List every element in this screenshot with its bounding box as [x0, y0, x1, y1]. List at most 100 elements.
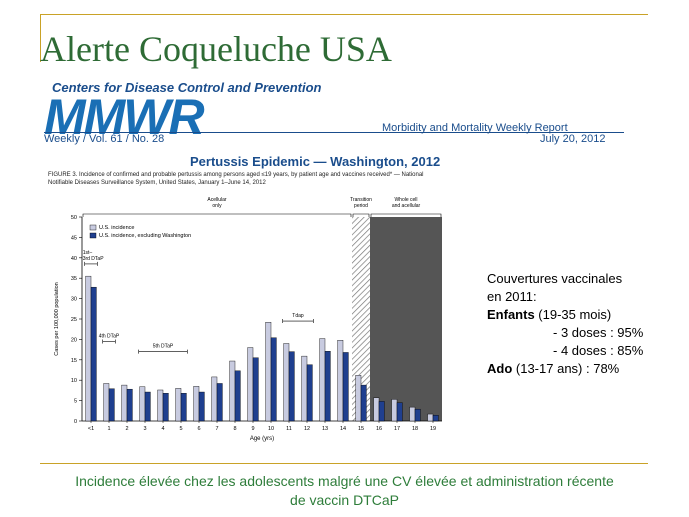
coverage-3-doses: - 3 doses : 95%	[553, 325, 644, 340]
bar-us-incidence	[427, 413, 434, 422]
annotation-label: 5th DTaP	[153, 344, 174, 350]
bar-us-incidence	[85, 275, 92, 422]
period-label: period	[354, 203, 368, 209]
y-tick-label: 10	[71, 378, 77, 384]
bar-us-incidence	[211, 376, 218, 422]
coverage-children: Enfants (19-35 mois)	[487, 306, 643, 324]
slide-footer: Incidence élevée chez les adolescents ma…	[0, 472, 689, 510]
y-tick-label: 30	[71, 297, 77, 303]
period-label: and acellular	[392, 203, 421, 209]
x-tick-label: 11	[286, 426, 292, 432]
bar-us-incidence	[409, 406, 416, 422]
bar-us-excl-washington	[414, 408, 421, 422]
bar-us-incidence	[247, 347, 254, 422]
bar-us-excl-washington	[216, 383, 223, 422]
bar-us-incidence	[193, 386, 200, 422]
x-tick-label: 8	[233, 426, 236, 432]
x-axis-label: Age (yrs)	[250, 436, 274, 442]
x-tick-label: 2	[125, 426, 128, 432]
vaccine-coverage-box: Couvertures vaccinales en 2011: Enfants …	[487, 270, 643, 378]
mmwr-agency: Centers for Disease Control and Preventi…	[52, 80, 322, 95]
teens-coverage: (13-17 ans) : 78%	[512, 361, 620, 376]
bar-us-incidence	[319, 338, 326, 422]
slide-title: Alerte Coqueluche USA	[40, 29, 392, 69]
bar-us-excl-washington	[234, 370, 241, 422]
bar-us-excl-washington	[396, 402, 403, 422]
legend-label: U.S. incidence, excluding Washington	[99, 233, 191, 239]
bar-us-incidence	[121, 384, 128, 422]
bar-us-excl-washington	[252, 357, 259, 422]
y-tick-label: 45	[71, 235, 77, 241]
x-tick-label: 15	[358, 426, 364, 432]
bar-us-excl-washington	[162, 393, 169, 422]
top-gold-rule	[40, 14, 648, 15]
bar-us-incidence	[283, 343, 290, 422]
bar-us-incidence	[103, 383, 110, 422]
x-tick-label: 13	[322, 426, 328, 432]
bar-us-excl-washington	[270, 337, 277, 422]
period-label: only	[212, 203, 222, 209]
bar-us-incidence	[337, 340, 344, 422]
y-axis-label: Cases per 100,000 population	[54, 282, 60, 355]
bar-us-excl-washington	[342, 352, 349, 422]
bar-us-excl-washington	[306, 364, 313, 422]
bar-us-incidence	[139, 386, 146, 422]
bar-us-excl-washington	[360, 384, 367, 422]
legend-label: U.S. incidence	[99, 225, 134, 231]
y-tick-label: 0	[74, 419, 77, 425]
annotation-label: 3rd DTaP	[83, 256, 105, 262]
mmwr-rule	[44, 132, 624, 133]
footer-line-1: Incidence élevée chez les adolescents ma…	[75, 473, 614, 489]
epidemic-title: Pertussis Epidemic — Washington, 2012	[190, 154, 441, 169]
bar-us-excl-washington	[90, 286, 97, 422]
coverage-heading-1: Couvertures vaccinales	[487, 271, 623, 286]
x-tick-label: 1	[107, 426, 110, 432]
bar-us-excl-washington	[378, 401, 385, 422]
bar-us-incidence	[355, 375, 362, 422]
y-tick-label: 40	[71, 256, 77, 262]
x-tick-label: 6	[197, 426, 200, 432]
period-bracket	[82, 213, 352, 217]
x-tick-label: 4	[161, 426, 164, 432]
y-tick-label: 25	[71, 317, 77, 323]
annotation-label: 1st–	[83, 250, 93, 256]
whole-cell-period-region	[370, 217, 442, 421]
y-tick-label: 15	[71, 358, 77, 364]
bar-us-incidence	[373, 397, 380, 422]
bar-us-incidence	[157, 389, 164, 422]
figure-caption-line2: Notifiable Diseases Surveillance System,…	[48, 180, 266, 186]
children-label: Enfants	[487, 307, 535, 322]
legend-swatch	[89, 224, 97, 231]
coverage-heading-2: en 2011:	[487, 289, 537, 304]
bar-us-excl-washington	[324, 351, 331, 422]
bar-us-excl-washington	[432, 415, 439, 422]
period-label: Acellular	[207, 197, 227, 203]
y-tick-label: 50	[71, 215, 77, 221]
legend-swatch	[89, 232, 97, 239]
bar-us-excl-washington	[180, 393, 187, 422]
bar-us-incidence	[265, 322, 272, 422]
bar-us-incidence	[229, 360, 236, 422]
mmwr-logo: MMWR	[44, 89, 205, 145]
bar-us-incidence	[301, 355, 308, 422]
bar-us-excl-washington	[288, 351, 295, 422]
bar-us-excl-washington	[126, 388, 133, 422]
period-bracket	[352, 213, 370, 217]
x-tick-label: 10	[268, 426, 274, 432]
teens-label: Ado	[487, 361, 513, 376]
transition-period-region	[352, 217, 370, 421]
x-tick-label: 18	[412, 426, 418, 432]
mmwr-issue: Weekly / Vol. 61 / No. 28	[44, 133, 165, 145]
x-tick-label: 19	[430, 426, 436, 432]
period-label: Transition	[350, 197, 372, 203]
y-tick-label: 20	[71, 337, 77, 343]
x-tick-label: 17	[394, 426, 400, 432]
coverage-4-doses: - 4 doses : 85%	[553, 343, 644, 358]
bar-us-incidence	[391, 399, 398, 422]
bar-us-excl-washington	[198, 391, 205, 422]
figure-caption: FIGURE 3. Incidence of confirmed and pro…	[48, 171, 468, 187]
bar-us-excl-washington	[144, 391, 151, 422]
annotation-label: 4th DTaP	[99, 333, 120, 339]
bar-us-incidence	[175, 388, 182, 422]
bottom-gold-rule	[40, 463, 648, 464]
